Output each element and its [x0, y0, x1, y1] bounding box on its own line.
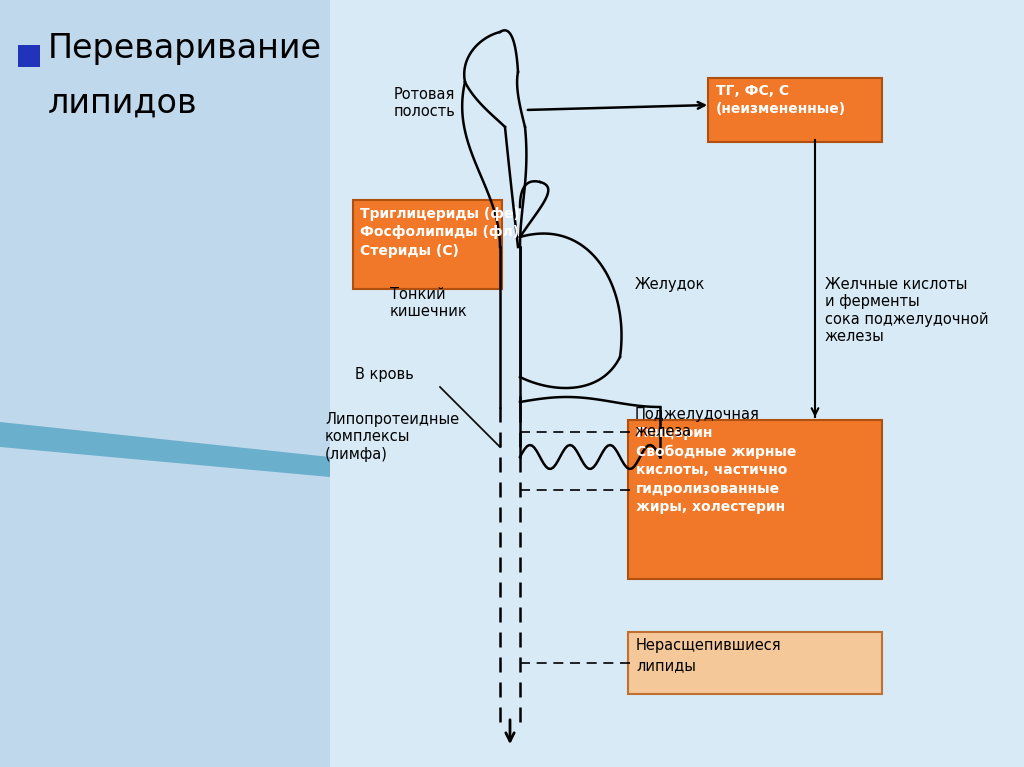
- FancyBboxPatch shape: [628, 420, 882, 579]
- Text: Нерасщепившиеся
липиды: Нерасщепившиеся липиды: [636, 638, 781, 673]
- Text: Желчные кислоты
и ферменты
сока поджелудочной
железы: Желчные кислоты и ферменты сока поджелуд…: [825, 277, 988, 344]
- Bar: [18, 45, 40, 67]
- FancyBboxPatch shape: [628, 632, 882, 694]
- Text: ТГ, ФС, С
(неизмененные): ТГ, ФС, С (неизмененные): [716, 84, 846, 117]
- Text: Глицерин
Свободные жирные
кислоты, частично
гидролизованные
жиры, холестерин: Глицерин Свободные жирные кислоты, части…: [636, 426, 797, 514]
- Text: В кровь: В кровь: [355, 367, 414, 382]
- FancyBboxPatch shape: [353, 200, 502, 289]
- Text: Триглицериды (фе)
Фосфолипиды (фл)
Стериды (С): Триглицериды (фе) Фосфолипиды (фл) Стери…: [360, 207, 520, 258]
- Text: Желудок: Желудок: [635, 277, 706, 292]
- Text: липидов: липидов: [48, 87, 198, 120]
- FancyBboxPatch shape: [708, 78, 882, 142]
- Text: Тонкий
кишечник: Тонкий кишечник: [390, 287, 468, 319]
- Text: Переваривание: Переваривание: [48, 32, 322, 65]
- Text: Ротовая
полость: Ротовая полость: [393, 87, 455, 120]
- Text: Липопротеидные
комплексы
(лимфа): Липопротеидные комплексы (лимфа): [325, 412, 459, 462]
- Polygon shape: [0, 422, 330, 477]
- Text: Поджелудочная
железа: Поджелудочная железа: [635, 407, 760, 439]
- Bar: [0, 0, 330, 767]
